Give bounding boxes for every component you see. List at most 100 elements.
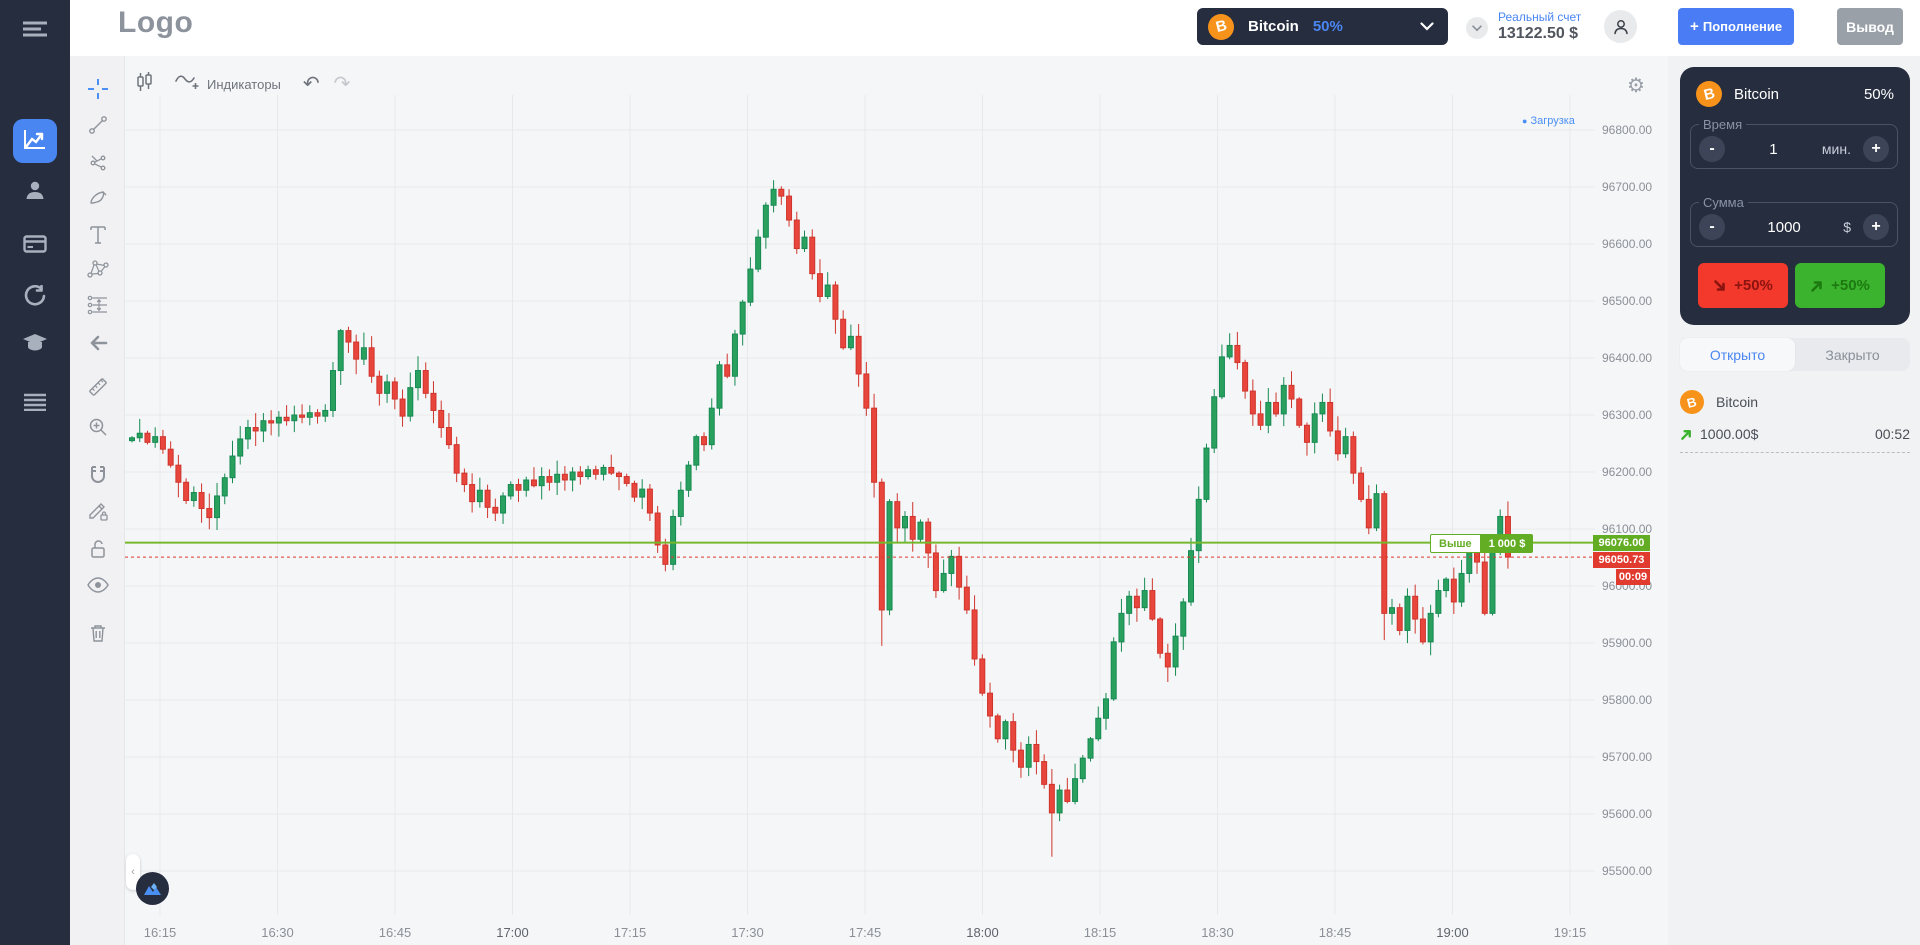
avatar[interactable] <box>1604 10 1637 43</box>
indicators-button[interactable]: Индикаторы <box>175 73 281 96</box>
account-type-label: Реальный счет <box>1498 10 1582 24</box>
time-tick: 16:15 <box>143 925 177 940</box>
price-tick: 95800.00 <box>1602 693 1653 707</box>
tab-open[interactable]: Открыто <box>1680 338 1795 371</box>
amount-minus-button[interactable]: - <box>1699 214 1725 240</box>
bitcoin-icon: B <box>1680 390 1704 414</box>
amount-field: Сумма - 1000 $ + <box>1690 195 1898 247</box>
undo-icon[interactable]: ↶ <box>302 73 320 95</box>
ruler-icon <box>87 376 109 403</box>
brush-icon <box>88 189 108 214</box>
arrow-down-right-icon <box>1714 279 1725 291</box>
redo-icon[interactable]: ↷ <box>333 73 351 95</box>
main-sidebar <box>0 0 70 945</box>
price-tick: 96800.00 <box>1602 123 1653 137</box>
mountains-icon <box>144 882 161 895</box>
candlestick-chart[interactable] <box>125 95 1595 915</box>
tool-draw-lock[interactable] <box>70 498 125 528</box>
pattern-icon <box>86 259 109 284</box>
tool-position[interactable] <box>70 292 125 322</box>
time-value[interactable]: 1 <box>1769 140 1778 158</box>
user-icon <box>1613 19 1628 34</box>
time-field: Время - 1 мин. + <box>1690 117 1898 169</box>
chevron-down-icon <box>1472 24 1482 31</box>
sidebar-item-list[interactable] <box>0 382 70 426</box>
amount-value[interactable]: 1000 <box>1767 218 1801 236</box>
amount-plus-button[interactable]: + <box>1863 214 1889 240</box>
positions-tabs: Открыто Закрыто <box>1680 338 1910 371</box>
candle-settings-icon[interactable] <box>135 71 153 98</box>
sidebar-item-chart[interactable] <box>13 119 57 163</box>
lock-icon <box>89 539 107 564</box>
strike-price-label: 96076.00 <box>1593 535 1650 551</box>
time-plus-button[interactable]: + <box>1863 136 1889 162</box>
crosshair-icon <box>87 78 109 105</box>
chart-watermark-logo <box>136 872 169 905</box>
tool-pattern[interactable] <box>70 256 125 286</box>
withdraw-button[interactable]: Вывод <box>1837 8 1903 45</box>
trade-direction-label: Выше <box>1430 534 1481 553</box>
tool-lock[interactable] <box>70 536 125 566</box>
tool-magnet[interactable] <box>70 462 125 492</box>
current-price-label: 96050.73 <box>1593 552 1650 568</box>
time-tick: 17:45 <box>848 925 882 940</box>
tool-trash[interactable] <box>70 620 125 650</box>
tool-text[interactable] <box>70 222 125 252</box>
open-trade-row[interactable]: B Bitcoin 1000.00$ 00:52 <box>1680 390 1910 453</box>
time-tick: 17:30 <box>731 925 764 940</box>
chart-icon <box>22 126 48 157</box>
asset-name: Bitcoin <box>1248 18 1299 35</box>
loading-dot-icon: ● <box>1522 116 1528 126</box>
tab-closed[interactable]: Закрыто <box>1825 346 1880 363</box>
tool-brush[interactable] <box>70 186 125 216</box>
open-trade-badge[interactable]: Выше 1 000 $ <box>1430 534 1534 553</box>
tool-eye[interactable] <box>70 572 125 602</box>
tool-multi-line[interactable] <box>70 150 125 180</box>
time-field-label: Время <box>1703 117 1743 132</box>
bet-up-button[interactable]: +50% <box>1795 263 1885 308</box>
tool-crosshair[interactable] <box>70 76 125 106</box>
candle-settings-icon <box>135 71 153 98</box>
indicators-icon <box>175 73 199 96</box>
price-tick: 95900.00 <box>1602 636 1653 650</box>
menu-icon <box>23 21 47 44</box>
time-tick: 19:15 <box>1553 925 1587 940</box>
time-tick: 18:15 <box>1083 925 1117 940</box>
tool-trend-line[interactable] <box>70 112 125 142</box>
indicators-icon <box>175 74 199 95</box>
education-icon <box>22 332 48 357</box>
sidebar-item-education[interactable] <box>0 322 70 366</box>
time-tick: 17:15 <box>613 925 647 940</box>
deposit-button[interactable]: + Пополнение <box>1678 8 1794 45</box>
sidebar-item-profile[interactable] <box>0 170 70 214</box>
panel-payout: 50% <box>1863 85 1894 103</box>
panel-asset-name: Bitcoin <box>1734 85 1780 103</box>
tool-ruler[interactable] <box>70 374 125 404</box>
time-axis[interactable]: 16:15 16:30 16:45 17:00 17:15 17:30 17:45 18:00… <box>125 915 1595 945</box>
zoom-in-icon <box>88 417 108 442</box>
sidebar-item-menu[interactable] <box>0 10 70 54</box>
sidebar-item-history[interactable] <box>0 276 70 320</box>
time-unit: мин. <box>1821 141 1851 157</box>
sidebar-item-payments[interactable] <box>0 224 70 268</box>
tool-zoom-in[interactable] <box>70 414 125 444</box>
time-tick: 18:00 <box>966 925 999 940</box>
price-tick: 96400.00 <box>1602 351 1653 365</box>
bet-down-button[interactable]: +50% <box>1698 263 1788 308</box>
chart-settings-gear-icon[interactable]: ⚙ <box>1627 75 1645 97</box>
eye-icon <box>86 576 109 598</box>
draw-lock-icon <box>88 501 108 526</box>
countdown-label: 00:09 <box>1616 569 1650 585</box>
multi-line-icon <box>88 153 108 178</box>
tool-arrow-left[interactable] <box>70 330 125 360</box>
asset-selector-dropdown[interactable]: B Bitcoin 50% <box>1197 8 1448 45</box>
trade-amount-label: 1 000 $ <box>1480 534 1534 553</box>
price-tick: 96100.00 <box>1602 522 1653 536</box>
time-minus-button[interactable]: - <box>1699 136 1725 162</box>
account-switch-chevron[interactable] <box>1466 17 1488 39</box>
amount-field-label: Сумма <box>1703 195 1744 210</box>
position-icon <box>87 295 109 320</box>
price-tick: 96200.00 <box>1602 465 1653 479</box>
price-axis[interactable]: 96800.00 96700.00 96600.00 96500.00 96400.00… <box>1595 0 1668 945</box>
account-balance: 13122.50 $ <box>1498 25 1579 42</box>
